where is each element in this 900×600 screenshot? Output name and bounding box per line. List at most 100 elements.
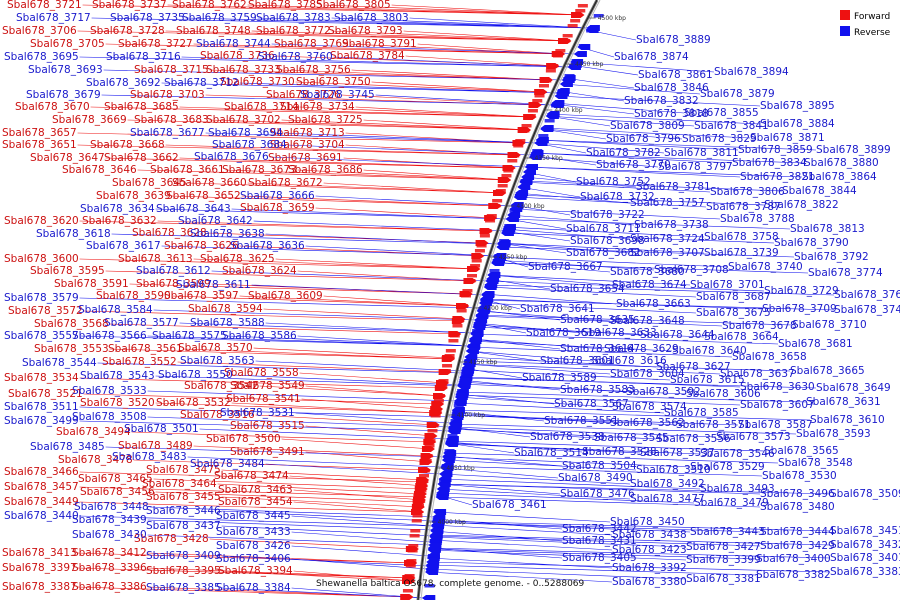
forward-gene-label[interactable]: Sbal678_3702: [206, 114, 281, 126]
reverse-gene-label[interactable]: Sbal678_3440: [4, 510, 79, 522]
forward-gene-label[interactable]: Sbal678_3613: [118, 253, 193, 265]
forward-gene-label[interactable]: Sbal678_3570: [178, 342, 253, 354]
reverse-gene-label[interactable]: Sbal678_3846: [634, 82, 709, 94]
forward-gene-label[interactable]: Sbal678_3475: [146, 464, 221, 476]
reverse-gene-label[interactable]: Sbal678_3693: [28, 64, 103, 76]
forward-gene-label[interactable]: Sbal678_3748: [176, 25, 251, 37]
reverse-gene-label[interactable]: Sbal678_3844: [782, 185, 857, 197]
forward-gene-label[interactable]: Sbal678_3793: [328, 25, 403, 37]
reverse-gene-label[interactable]: Sbal678_3774: [808, 267, 883, 279]
forward-gene-label[interactable]: Sbal678_3715: [134, 64, 209, 76]
reverse-gene-label[interactable]: Sbal678_3499: [4, 415, 79, 427]
reverse-gene-label[interactable]: Sbal678_3443: [690, 526, 765, 538]
reverse-gene-label[interactable]: Sbal678_3529: [690, 461, 765, 473]
forward-gene-label[interactable]: Sbal678_3541: [226, 393, 301, 405]
reverse-gene-label[interactable]: Sbal678_3841: [694, 120, 769, 132]
reverse-gene-label[interactable]: Sbal678_3681: [778, 338, 853, 350]
forward-gene-label[interactable]: Sbal678_3464: [142, 478, 217, 490]
reverse-gene-label[interactable]: Sbal678_3687: [696, 291, 771, 303]
reverse-gene-label[interactable]: Sbal678_3740: [728, 261, 803, 273]
reverse-gene-label[interactable]: Sbal678_3674: [612, 279, 687, 291]
reverse-gene-label[interactable]: Sbal678_3617: [86, 240, 161, 252]
reverse-gene-label[interactable]: Sbal678_3392: [612, 562, 687, 574]
reverse-gene-label[interactable]: Sbal678_3571: [676, 419, 751, 431]
reverse-gene-label[interactable]: Sbal678_3383: [830, 566, 900, 578]
forward-gene-label[interactable]: Sbal678_3494: [56, 426, 131, 438]
reverse-gene-label[interactable]: Sbal678_3871: [750, 132, 825, 144]
forward-gene-label[interactable]: Sbal678_3516: [180, 409, 255, 421]
forward-gene-label[interactable]: Sbal678_3769: [274, 38, 349, 50]
forward-gene-label[interactable]: Sbal678_3683: [134, 114, 209, 126]
reverse-gene-label[interactable]: Sbal678_3770: [596, 159, 671, 171]
forward-gene-label[interactable]: Sbal678_3397: [2, 562, 77, 574]
reverse-gene-label[interactable]: Sbal678_3717: [16, 12, 91, 24]
reverse-gene-label[interactable]: Sbal678_3889: [636, 34, 711, 46]
reverse-gene-label[interactable]: Sbal678_3385: [146, 582, 221, 594]
reverse-gene-label[interactable]: Sbal678_3593: [796, 428, 871, 440]
forward-gene-label[interactable]: Sbal678_3549: [230, 380, 305, 392]
forward-gene-label[interactable]: Sbal678_3725: [288, 114, 363, 126]
forward-gene-label[interactable]: Sbal678_3734: [280, 101, 355, 113]
reverse-gene-label[interactable]: Sbal678_3629: [604, 343, 679, 355]
forward-gene-label[interactable]: Sbal678_3737: [92, 0, 167, 11]
forward-gene-label[interactable]: Sbal678_3465: [78, 473, 153, 485]
reverse-gene-label[interactable]: Sbal678_3642: [178, 215, 253, 227]
reverse-gene-label[interactable]: Sbal678_3698: [570, 235, 645, 247]
reverse-gene-label[interactable]: Sbal678_3874: [614, 51, 689, 63]
forward-gene-label[interactable]: Sbal678_3394: [218, 565, 293, 577]
forward-gene-label[interactable]: Sbal678_3632: [82, 215, 157, 227]
reverse-gene-label[interactable]: Sbal678_3627: [656, 361, 731, 373]
reverse-gene-label[interactable]: Sbal678_3431: [562, 535, 637, 547]
forward-gene-label[interactable]: Sbal678_3520: [80, 397, 155, 409]
reverse-gene-label[interactable]: Sbal678_3399: [686, 554, 761, 566]
reverse-gene-label[interactable]: Sbal678_3722: [570, 209, 645, 221]
reverse-gene-label[interactable]: Sbal678_3781: [636, 181, 711, 193]
forward-gene-label[interactable]: Sbal678_3457: [4, 481, 79, 493]
forward-gene-label[interactable]: Sbal678_3714: [224, 101, 299, 113]
forward-gene-label[interactable]: Sbal678_3428: [134, 533, 209, 545]
forward-gene-label[interactable]: Sbal678_3762: [172, 0, 247, 11]
reverse-gene-label[interactable]: Sbal678_3675: [696, 307, 771, 319]
reverse-gene-label[interactable]: Sbal678_3741: [834, 304, 900, 316]
forward-gene-label[interactable]: Sbal678_3639: [96, 190, 171, 202]
forward-gene-label[interactable]: Sbal678_3651: [2, 139, 77, 151]
reverse-gene-label[interactable]: Sbal678_3380: [612, 576, 687, 588]
forward-gene-label[interactable]: Sbal678_3706: [2, 25, 77, 37]
reverse-gene-label[interactable]: Sbal678_3548: [778, 457, 853, 469]
reverse-gene-label[interactable]: Sbal678_3618: [36, 228, 111, 240]
reverse-gene-label[interactable]: Sbal678_3648: [610, 315, 685, 327]
reverse-gene-label[interactable]: Sbal678_3439: [72, 514, 147, 526]
reverse-gene-label[interactable]: Sbal678_3859: [738, 144, 813, 156]
forward-gene-label[interactable]: Sbal678_3691: [268, 152, 343, 164]
forward-gene-label[interactable]: Sbal678_3568: [34, 318, 109, 330]
reverse-gene-label[interactable]: Sbal678_3550: [158, 369, 233, 381]
reverse-gene-label[interactable]: Sbal678_3821: [740, 171, 815, 183]
reverse-gene-label[interactable]: Sbal678_3701: [690, 279, 765, 291]
reverse-gene-label[interactable]: Sbal678_3615: [670, 374, 745, 386]
forward-gene-label[interactable]: Sbal678_3736: [200, 50, 275, 62]
reverse-gene-label[interactable]: Sbal678_3612: [136, 265, 211, 277]
reverse-gene-label[interactable]: Sbal678_3664: [704, 331, 779, 343]
reverse-gene-label[interactable]: Sbal678_3423: [612, 544, 687, 556]
reverse-gene-label[interactable]: Sbal678_3585: [664, 407, 739, 419]
reverse-gene-label[interactable]: Sbal678_3709: [762, 303, 837, 315]
reverse-gene-label[interactable]: Sbal678_3663: [616, 298, 691, 310]
reverse-gene-label[interactable]: Sbal678_3574: [612, 401, 687, 413]
forward-gene-label[interactable]: Sbal678_3659: [240, 202, 315, 214]
reverse-gene-label[interactable]: Sbal678_3583: [560, 384, 635, 396]
reverse-gene-label[interactable]: Sbal678_3405: [562, 552, 637, 564]
reverse-gene-label[interactable]: Sbal678_3679: [26, 89, 101, 101]
reverse-gene-label[interactable]: Sbal678_3451: [830, 525, 900, 537]
reverse-gene-label[interactable]: Sbal678_3406: [216, 553, 291, 565]
forward-gene-label[interactable]: Sbal678_3600: [4, 253, 79, 265]
reverse-gene-label[interactable]: Sbal678_3587: [738, 419, 813, 431]
reverse-gene-label[interactable]: Sbal678_3633: [582, 327, 657, 339]
forward-gene-label[interactable]: Sbal678_3785: [248, 0, 323, 11]
reverse-gene-label[interactable]: Sbal678_3788: [720, 213, 795, 225]
forward-gene-label[interactable]: Sbal678_3750: [296, 76, 371, 88]
forward-gene-label[interactable]: Sbal678_3609: [248, 290, 323, 302]
forward-gene-label[interactable]: Sbal678_3395: [146, 565, 221, 577]
reverse-gene-label[interactable]: Sbal678_3744: [196, 38, 271, 50]
forward-gene-label[interactable]: Sbal678_3466: [4, 466, 79, 478]
reverse-gene-label[interactable]: Sbal678_3716: [106, 51, 181, 63]
